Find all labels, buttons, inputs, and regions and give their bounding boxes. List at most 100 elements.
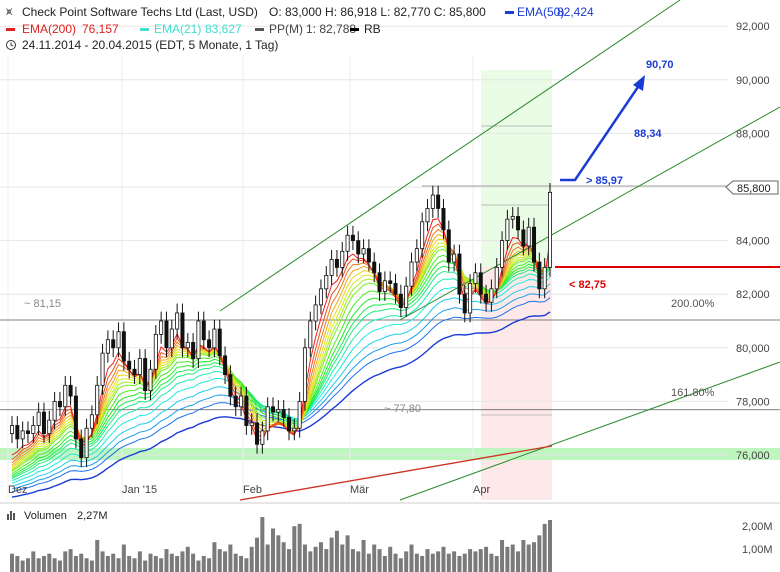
target-arrowhead [633, 75, 645, 91]
volume-bar [239, 555, 244, 572]
volume-bar [356, 551, 361, 572]
volume-bar [79, 553, 84, 572]
candle-body [100, 352, 105, 386]
chart-header: ⩙ Check Point Software Techs Ltd (Last, … [6, 5, 594, 52]
candle-body [164, 320, 169, 349]
candle-body [73, 395, 78, 440]
candle-body [318, 288, 323, 306]
volume-bar [63, 551, 68, 572]
volume-bar [244, 558, 249, 572]
candle-body [478, 272, 483, 295]
volume-bar [212, 542, 217, 572]
candle-body [388, 280, 393, 284]
volume-bar [89, 560, 94, 572]
candle-body [340, 250, 345, 268]
candle-body [116, 331, 121, 349]
volume-bar [36, 558, 41, 572]
volume-bar [233, 553, 238, 572]
clock-icon [6, 40, 16, 50]
volume-icon [7, 514, 9, 520]
volume-bar [462, 553, 467, 572]
volume-bar [548, 520, 552, 572]
y-tick-label: 76,000 [736, 450, 770, 462]
candle-body [63, 384, 68, 408]
candle-body [137, 358, 142, 375]
candle-body [201, 320, 206, 341]
candle-body [521, 229, 526, 247]
volume-bar [25, 558, 30, 572]
volume-bar [302, 544, 307, 572]
volume-bar [52, 558, 57, 572]
last-price-badge: 85,800 [725, 180, 779, 195]
volume-bar [255, 537, 260, 572]
candle-body [297, 400, 302, 429]
candle-body [31, 425, 36, 434]
candle-body [169, 328, 174, 349]
candle-body [265, 406, 270, 432]
volume-bar [95, 539, 100, 572]
volume-bar [313, 546, 318, 572]
candle-body [409, 261, 414, 287]
volume-value: 2,27M [77, 510, 108, 522]
trend-channel-lower [399, 361, 780, 501]
candle-body [9, 425, 14, 434]
candle-body [127, 360, 132, 370]
support-band [0, 448, 780, 460]
volume-bar [169, 553, 174, 572]
volume-bar [425, 549, 430, 572]
above-level-label: > 85,97 [586, 175, 623, 187]
candle-body [489, 288, 494, 303]
candle-body [260, 430, 265, 445]
candle-body [484, 293, 489, 303]
volume-bar [249, 546, 254, 572]
volume-bar [228, 544, 233, 572]
volume-bar [148, 553, 153, 572]
volume-bar [223, 551, 228, 572]
volume-bar [196, 560, 201, 572]
bull-zone [481, 70, 552, 267]
candle-body [175, 312, 180, 330]
y-tick-label: 80,000 [736, 343, 770, 355]
volume-bar [324, 549, 329, 572]
candle-body [143, 358, 148, 392]
volume-bar [484, 546, 489, 572]
volume-bar [398, 558, 403, 572]
candle-body [20, 430, 25, 440]
volume-bar [478, 549, 483, 572]
ema200-value: 76,157 [82, 22, 119, 36]
candle-body [159, 320, 164, 335]
y-tick-label: 84,000 [736, 236, 770, 248]
candle-body [281, 409, 286, 418]
ema-ribbon-line [11, 297, 551, 493]
candle-body [105, 339, 110, 354]
x-tick-label: Feb [243, 484, 262, 496]
chart-type-icon[interactable]: ⩙ [6, 6, 12, 18]
candle-body [57, 400, 62, 408]
volume-bar [457, 555, 462, 572]
last-price-value: 85,800 [737, 183, 771, 195]
volume-bar [68, 549, 73, 572]
candle-body [548, 191, 553, 268]
candle-body [329, 258, 334, 276]
volume-bar [10, 553, 14, 572]
volume-bar [207, 558, 212, 572]
candle-body [79, 438, 84, 459]
volume-bar [468, 549, 473, 572]
volume-bar [436, 551, 441, 572]
volume-bar [185, 546, 190, 572]
y-tick-label: 82,000 [736, 289, 770, 301]
candle-body [47, 419, 52, 434]
volume-bar [164, 549, 169, 572]
volume-bar [286, 549, 291, 572]
volume-bar [409, 544, 414, 572]
candle-body [196, 320, 201, 359]
volume-bar [47, 553, 52, 572]
volume-bar [20, 560, 25, 572]
candle-body [377, 272, 382, 292]
volume-bar [329, 537, 334, 572]
rb-swatch [350, 28, 359, 31]
ema200-label: EMA(200) [22, 22, 76, 36]
candle-body [430, 194, 435, 209]
target2-label: 90,70 [646, 59, 674, 71]
candle-body [441, 208, 446, 231]
